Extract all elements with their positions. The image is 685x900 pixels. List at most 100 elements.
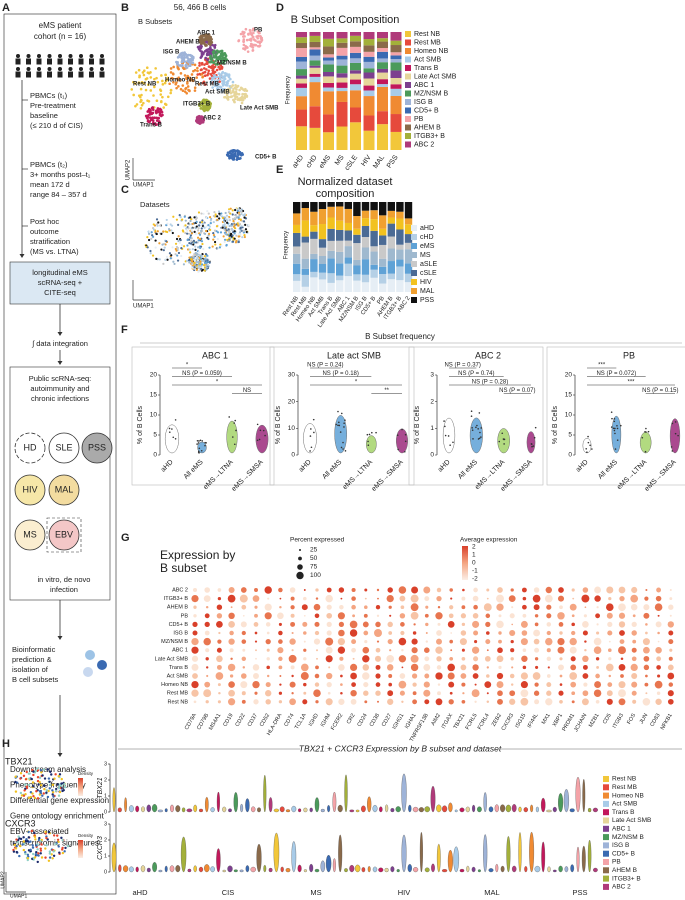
umap-point bbox=[189, 234, 192, 237]
umap-point bbox=[161, 243, 164, 246]
umap-point bbox=[200, 254, 203, 257]
violin bbox=[279, 806, 285, 813]
expression-dot bbox=[486, 700, 490, 704]
label: Rest NB bbox=[133, 82, 157, 88]
expression-dot bbox=[351, 647, 356, 653]
umap-point bbox=[159, 110, 162, 114]
legend-swatch bbox=[603, 859, 609, 865]
legend-swatch bbox=[603, 809, 609, 816]
data-point bbox=[262, 429, 265, 432]
expression-dot bbox=[191, 663, 199, 671]
expression-dot bbox=[449, 605, 454, 610]
stacked-segment bbox=[363, 130, 375, 150]
umap-point bbox=[235, 88, 238, 91]
person-icon bbox=[47, 67, 52, 71]
data-point bbox=[677, 434, 679, 437]
umap-point bbox=[147, 83, 150, 87]
expression-dot bbox=[303, 691, 307, 695]
data-point bbox=[404, 450, 406, 453]
violin bbox=[466, 865, 470, 873]
stacked-segment bbox=[310, 259, 318, 272]
label: cHD bbox=[305, 154, 319, 169]
umap-point bbox=[44, 856, 47, 859]
person-icon bbox=[37, 54, 41, 58]
stacked-segment bbox=[323, 46, 334, 55]
expression-dot bbox=[291, 631, 294, 635]
umap-point bbox=[204, 56, 207, 60]
facet-frame bbox=[131, 346, 275, 486]
expression-dot bbox=[496, 594, 504, 603]
stacked-segment bbox=[377, 41, 388, 49]
umap-point bbox=[195, 220, 198, 223]
stacked-segment bbox=[301, 236, 309, 243]
stacked-segment bbox=[318, 279, 327, 292]
umap-point bbox=[48, 856, 52, 859]
umap-point bbox=[195, 253, 198, 256]
violin bbox=[123, 865, 129, 873]
expression-dot bbox=[241, 656, 247, 662]
violin bbox=[494, 804, 499, 813]
umap-point bbox=[43, 787, 46, 791]
expression-dot bbox=[191, 646, 199, 654]
umap-point bbox=[182, 263, 186, 266]
violin bbox=[291, 805, 297, 813]
stacked-segment bbox=[309, 82, 321, 107]
expression-dot bbox=[498, 631, 502, 635]
expression-dot bbox=[581, 594, 590, 603]
expression-dot bbox=[399, 690, 405, 696]
expression-dot bbox=[447, 663, 455, 672]
umap-point bbox=[164, 79, 168, 83]
expression-dot bbox=[558, 690, 564, 696]
umap-point bbox=[42, 768, 46, 771]
umap-point bbox=[198, 233, 202, 236]
umap-point bbox=[189, 216, 192, 219]
umap-point bbox=[63, 782, 66, 786]
umap-point bbox=[203, 70, 207, 74]
legend-swatch bbox=[405, 141, 411, 148]
umap-point bbox=[207, 38, 210, 42]
umap-point bbox=[197, 38, 201, 42]
violin bbox=[175, 865, 181, 873]
umap-point bbox=[206, 210, 209, 213]
group-circle bbox=[81, 432, 113, 464]
umap-point bbox=[222, 82, 225, 86]
label: *** bbox=[627, 380, 635, 386]
umap-point bbox=[180, 254, 183, 258]
umap-point bbox=[194, 245, 197, 248]
label: PB bbox=[181, 613, 189, 619]
umap-point bbox=[245, 94, 249, 98]
umap-point bbox=[203, 104, 207, 107]
violin bbox=[540, 797, 546, 813]
stacked-segment bbox=[363, 72, 375, 79]
umap-point bbox=[189, 57, 193, 61]
expression-dot bbox=[303, 614, 306, 617]
umap-point bbox=[191, 222, 194, 225]
umap-point bbox=[231, 240, 235, 243]
expression-dot bbox=[496, 620, 504, 629]
umap-point bbox=[243, 235, 246, 239]
arrow-head bbox=[57, 361, 63, 365]
umap-point bbox=[51, 789, 54, 792]
umap-point bbox=[195, 225, 198, 228]
expression-dot bbox=[656, 587, 662, 593]
expression-dot bbox=[522, 604, 527, 610]
umap-point bbox=[233, 155, 236, 158]
expression-dot bbox=[618, 586, 626, 594]
umap-point bbox=[147, 99, 151, 103]
umap-point bbox=[192, 239, 196, 242]
umap-point bbox=[44, 847, 47, 850]
person-icon bbox=[16, 67, 20, 71]
umap-point bbox=[186, 244, 189, 247]
umap-point bbox=[245, 89, 249, 93]
stacked-segment bbox=[404, 234, 413, 243]
expression-dot bbox=[350, 672, 357, 680]
umap-point bbox=[216, 215, 219, 218]
expression-dot bbox=[288, 654, 297, 663]
stacked-segment bbox=[370, 230, 378, 247]
violin bbox=[483, 792, 487, 813]
umap-point bbox=[228, 237, 231, 240]
umap-point bbox=[171, 246, 174, 249]
stacked-segment bbox=[404, 282, 413, 292]
expression-dot bbox=[605, 663, 614, 672]
data-point bbox=[452, 441, 454, 444]
